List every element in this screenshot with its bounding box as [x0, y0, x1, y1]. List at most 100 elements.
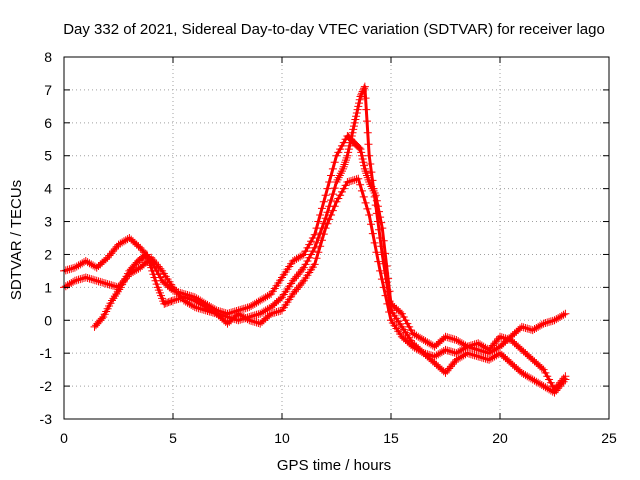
data-point	[396, 308, 405, 317]
x-axis-label: GPS time / hours	[277, 457, 391, 474]
data-point	[501, 337, 510, 346]
data-point	[353, 105, 362, 114]
data-point	[307, 250, 316, 259]
data-point	[514, 365, 523, 374]
data-point	[514, 326, 523, 335]
data-point	[559, 310, 568, 319]
data-point	[312, 254, 321, 263]
data-point	[176, 294, 185, 303]
data-point	[305, 240, 314, 249]
data-point	[377, 275, 386, 284]
y-tick-label: 8	[44, 49, 52, 65]
data-point	[172, 295, 181, 304]
data-point	[348, 176, 357, 185]
data-point	[332, 197, 341, 206]
x-tick-label: 20	[492, 430, 508, 446]
data-point	[274, 296, 283, 305]
data-point	[69, 264, 78, 273]
data-point	[358, 155, 367, 164]
data-point	[61, 266, 70, 275]
data-point	[344, 145, 353, 154]
data-point	[272, 308, 281, 317]
data-point	[347, 135, 356, 144]
data-point	[147, 263, 156, 272]
data-point	[376, 266, 385, 275]
data-point	[472, 351, 481, 360]
data-point	[517, 322, 526, 331]
data-point	[372, 209, 381, 218]
data-point	[174, 294, 183, 303]
data-point	[243, 315, 252, 324]
data-point	[364, 140, 373, 149]
data-point	[468, 350, 477, 359]
data-point	[123, 235, 132, 244]
data-point	[373, 217, 382, 226]
data-point	[434, 362, 443, 371]
data-point	[125, 234, 134, 242]
data-point	[90, 276, 99, 285]
data-point	[268, 309, 277, 318]
data-point	[212, 309, 221, 318]
data-point	[497, 340, 506, 349]
data-point	[512, 327, 521, 336]
data-point	[376, 234, 385, 242]
data-point	[503, 336, 512, 345]
data-point	[355, 99, 364, 108]
data-point	[443, 333, 452, 342]
data-point	[316, 210, 325, 219]
data-point	[437, 336, 446, 345]
data-point	[314, 248, 323, 257]
data-point	[537, 320, 546, 329]
data-point	[78, 274, 87, 283]
y-tick-label: 5	[44, 148, 52, 164]
data-point	[358, 87, 367, 96]
data-point	[510, 329, 519, 338]
data-point	[219, 316, 228, 325]
data-point	[65, 265, 74, 274]
y-tick-label: 7	[44, 82, 52, 98]
data-point	[476, 353, 485, 362]
data-point	[474, 352, 483, 361]
data-point	[274, 307, 283, 316]
data-point	[470, 351, 479, 360]
data-point	[479, 354, 488, 363]
data-point	[325, 178, 334, 187]
data-point	[334, 148, 343, 157]
data-point	[81, 273, 90, 282]
data-point	[319, 197, 328, 206]
data-point	[243, 303, 252, 312]
data-point	[187, 295, 196, 304]
data-point	[350, 118, 359, 127]
data-point	[327, 196, 336, 205]
data-point	[439, 367, 448, 376]
data-point	[345, 177, 354, 186]
data-point	[327, 171, 336, 180]
data-point	[361, 94, 370, 103]
data-point	[439, 334, 448, 343]
data-point	[76, 275, 85, 284]
data-point	[230, 312, 239, 321]
data-point	[508, 360, 517, 369]
data-point	[101, 279, 110, 288]
data-point	[375, 225, 384, 234]
data-point	[365, 151, 374, 160]
data-point	[508, 331, 517, 340]
data-point	[528, 355, 537, 364]
data-point	[319, 230, 328, 239]
data-point	[272, 298, 281, 307]
data-point	[366, 159, 375, 168]
data-point	[97, 314, 106, 323]
data-point	[354, 102, 363, 111]
data-point	[365, 210, 374, 219]
data-point	[265, 291, 274, 300]
data-point	[561, 375, 570, 384]
data-point	[437, 365, 446, 374]
data-point	[483, 355, 492, 364]
data-point	[446, 334, 455, 343]
data-point	[436, 337, 445, 346]
data-point	[441, 332, 450, 341]
data-point	[363, 117, 372, 126]
data-point	[543, 318, 552, 327]
data-point	[372, 248, 381, 257]
data-point	[397, 332, 406, 341]
